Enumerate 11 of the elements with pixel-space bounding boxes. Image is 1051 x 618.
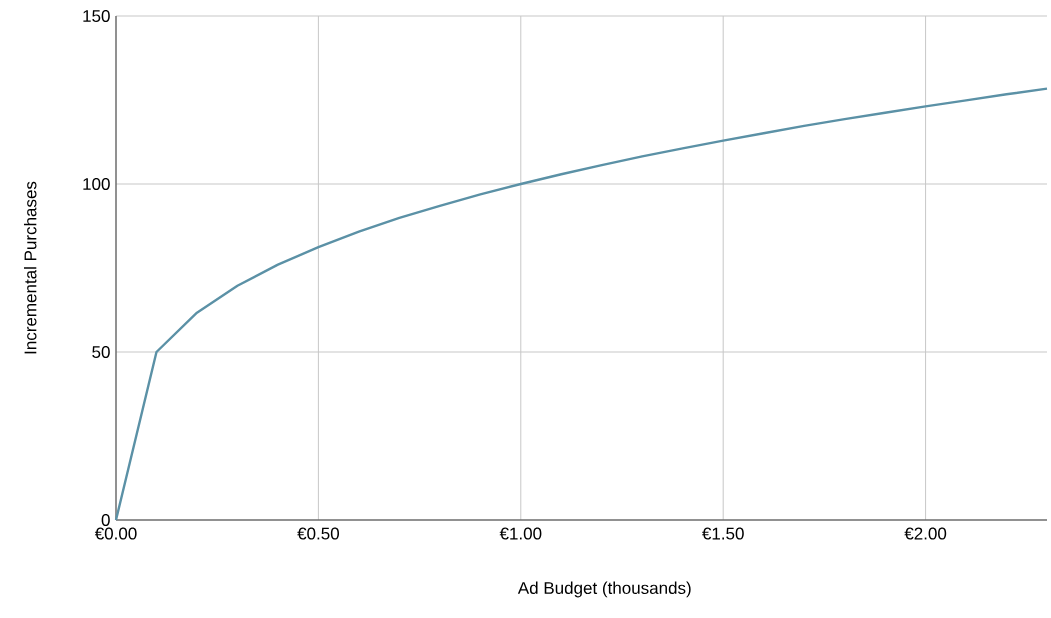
x-tick-label: €0.50: [297, 527, 340, 540]
x-axis-title: Ad Budget (thousands): [517, 581, 691, 598]
y-tick-label: 50: [92, 345, 110, 359]
y-tick-label: 0: [101, 513, 110, 527]
y-tick-label: 150: [83, 9, 110, 23]
y-tick-label: 100: [83, 177, 110, 191]
y-axis-title: Incremental Purchases: [23, 181, 37, 354]
x-tick-label: €1.00: [499, 527, 542, 540]
x-tick-label: €2.00: [904, 527, 947, 540]
x-tick-label: €0.00: [94, 527, 137, 540]
x-tick-label: €1.50: [702, 527, 744, 540]
